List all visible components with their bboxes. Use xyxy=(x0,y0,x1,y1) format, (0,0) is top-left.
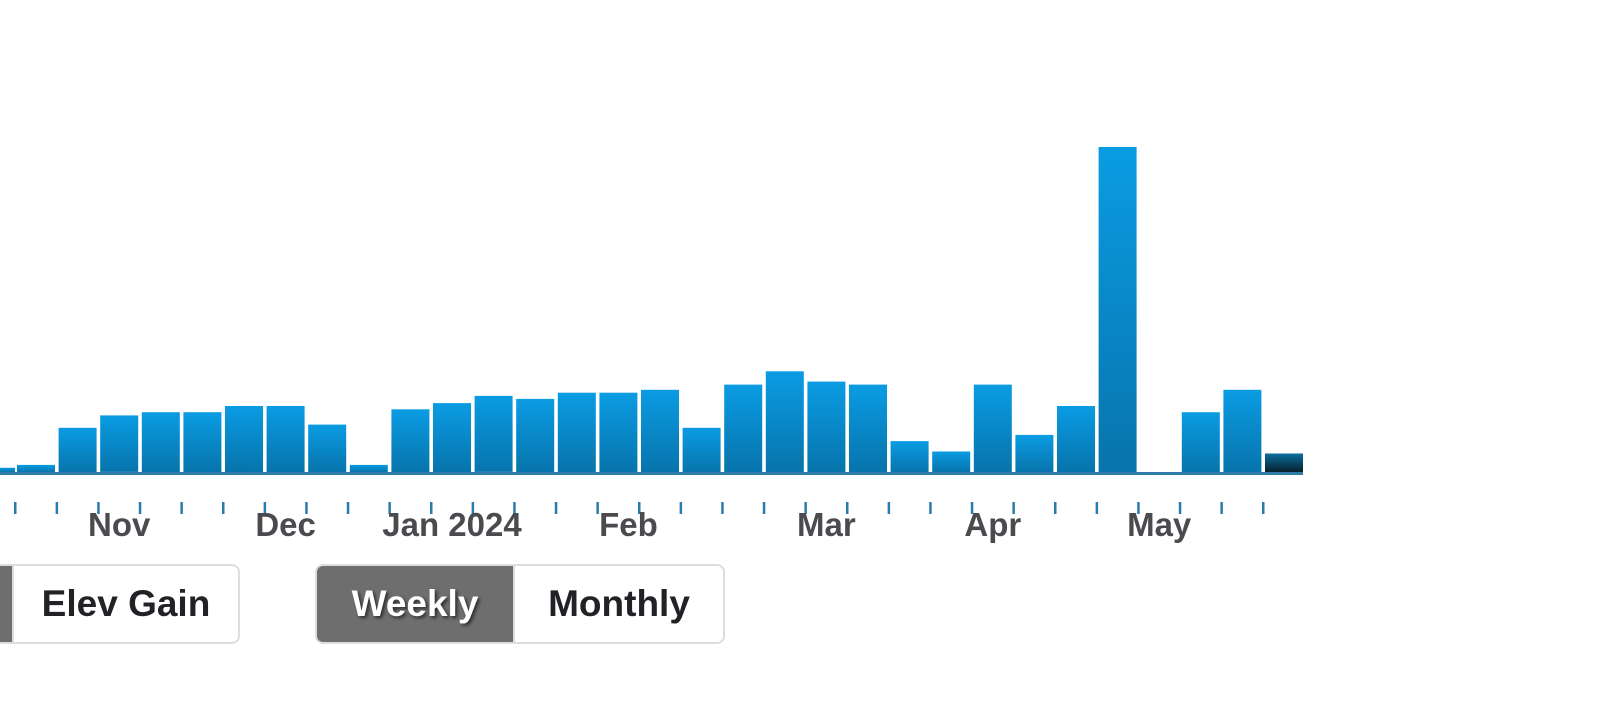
x-tick-2024-05-06 xyxy=(1178,502,1182,514)
bar-2024-01-15[interactable] xyxy=(516,398,555,472)
x-label-dec: Dec xyxy=(255,506,316,543)
bar-2024-01-22[interactable] xyxy=(557,392,596,472)
x-tick-2023-11-13 xyxy=(138,502,142,514)
x-ticks xyxy=(14,502,1265,514)
x-tick-2024-01-22 xyxy=(554,502,558,514)
bar-2024-03-11[interactable] xyxy=(849,384,887,472)
x-tick-2024-05-20 xyxy=(1262,502,1265,514)
bar-2023-11-20[interactable] xyxy=(183,412,222,472)
bar-2023-12-11[interactable] xyxy=(308,424,347,472)
x-tick-2023-10-30 xyxy=(55,502,59,514)
x-label-jan-2024: Jan 2024 xyxy=(382,506,522,543)
x-axis xyxy=(0,472,1303,475)
x-tick-2023-10-23 xyxy=(14,502,17,514)
x-label-may: May xyxy=(1127,506,1192,543)
bar-2023-12-25[interactable] xyxy=(391,409,430,472)
x-tick-2024-03-25 xyxy=(929,502,932,514)
bar-2024-02-12[interactable] xyxy=(682,427,721,472)
bar-2023-10-30[interactable] xyxy=(58,427,97,472)
bar-2024-03-18[interactable] xyxy=(890,441,929,472)
bar-2023-12-18[interactable] xyxy=(349,464,388,473)
bar-2023-11-06[interactable] xyxy=(100,415,139,472)
x-tick-2024-01-29 xyxy=(596,502,599,514)
x-tick-2024-05-13 xyxy=(1220,502,1223,514)
x-tick-2024-01-01 xyxy=(430,502,433,514)
bar-2023-12-04[interactable] xyxy=(266,406,305,472)
period-toggle: Weekly Monthly xyxy=(315,564,725,644)
bars-layer xyxy=(0,147,1303,473)
bar-2023-10-23[interactable] xyxy=(17,464,55,473)
x-tick-2024-04-15 xyxy=(1054,502,1057,514)
bar-2024-04-15[interactable] xyxy=(1057,406,1095,472)
x-tick-2024-04-08 xyxy=(1012,502,1015,514)
x-label-nov: Nov xyxy=(88,506,151,543)
period-option-monthly[interactable]: Monthly xyxy=(513,566,723,642)
x-tick-2024-02-05 xyxy=(638,502,641,514)
x-tick-2023-12-11 xyxy=(305,502,308,514)
x-tick-2024-04-29 xyxy=(1137,502,1140,514)
x-tick-2023-12-18 xyxy=(346,502,350,514)
x-axis-line xyxy=(0,472,1303,475)
bar-2024-03-04[interactable] xyxy=(807,381,846,472)
x-tick-2024-04-01 xyxy=(970,502,974,514)
x-label-mar: Mar xyxy=(797,506,856,543)
bar-partial[interactable] xyxy=(0,467,15,472)
bar-2024-04-01[interactable] xyxy=(973,384,1012,472)
x-tick-2024-03-18 xyxy=(887,502,891,514)
x-label-apr: Apr xyxy=(964,506,1021,543)
bar-2024-04-22[interactable] xyxy=(1098,147,1137,472)
bar-2023-11-13[interactable] xyxy=(141,412,180,472)
bar-2024-02-19[interactable] xyxy=(724,384,763,472)
x-tick-2024-02-19 xyxy=(721,502,724,514)
bar-2024-01-08[interactable] xyxy=(474,395,513,472)
metric-toggle: Elev Gain xyxy=(0,564,240,644)
bar-2023-11-27[interactable] xyxy=(225,406,263,472)
metric-option-distance[interactable] xyxy=(0,566,12,642)
metric-option-elev-gain[interactable]: Elev Gain xyxy=(12,566,238,642)
x-tick-2023-11-06 xyxy=(97,502,100,514)
x-tick-2024-04-22 xyxy=(1095,502,1099,514)
x-tick-2023-11-27 xyxy=(222,502,225,514)
x-tick-2024-03-11 xyxy=(846,502,849,514)
bar-2024-01-01[interactable] xyxy=(433,403,471,472)
x-tick-labels: Nov Dec Jan 2024 Feb Mar Apr May xyxy=(88,506,1192,543)
x-tick-2023-11-20 xyxy=(180,502,183,514)
x-tick-2024-02-26 xyxy=(762,502,766,514)
bar-2024-03-25[interactable] xyxy=(932,451,971,473)
weekly-bar-chart: Nov Dec Jan 2024 Feb Mar Apr May xyxy=(0,147,1303,543)
x-label-feb: Feb xyxy=(599,506,658,543)
x-tick-2024-01-15 xyxy=(513,502,516,514)
bar-2024-04-08[interactable] xyxy=(1015,434,1054,472)
x-tick-2023-12-04 xyxy=(263,502,267,514)
x-tick-2024-01-08 xyxy=(471,502,475,514)
bar-2024-05-20[interactable] xyxy=(1265,453,1303,473)
period-option-weekly[interactable]: Weekly xyxy=(317,566,513,642)
bar-2024-05-13[interactable] xyxy=(1223,389,1262,472)
bar-2024-02-26[interactable] xyxy=(765,371,804,473)
bar-2024-05-06[interactable] xyxy=(1181,412,1220,472)
bar-2024-02-05[interactable] xyxy=(641,389,679,472)
x-tick-2024-02-12 xyxy=(679,502,683,514)
x-tick-2023-12-25 xyxy=(388,502,391,514)
x-tick-2024-03-04 xyxy=(804,502,807,514)
bar-2024-01-29[interactable] xyxy=(599,392,638,472)
